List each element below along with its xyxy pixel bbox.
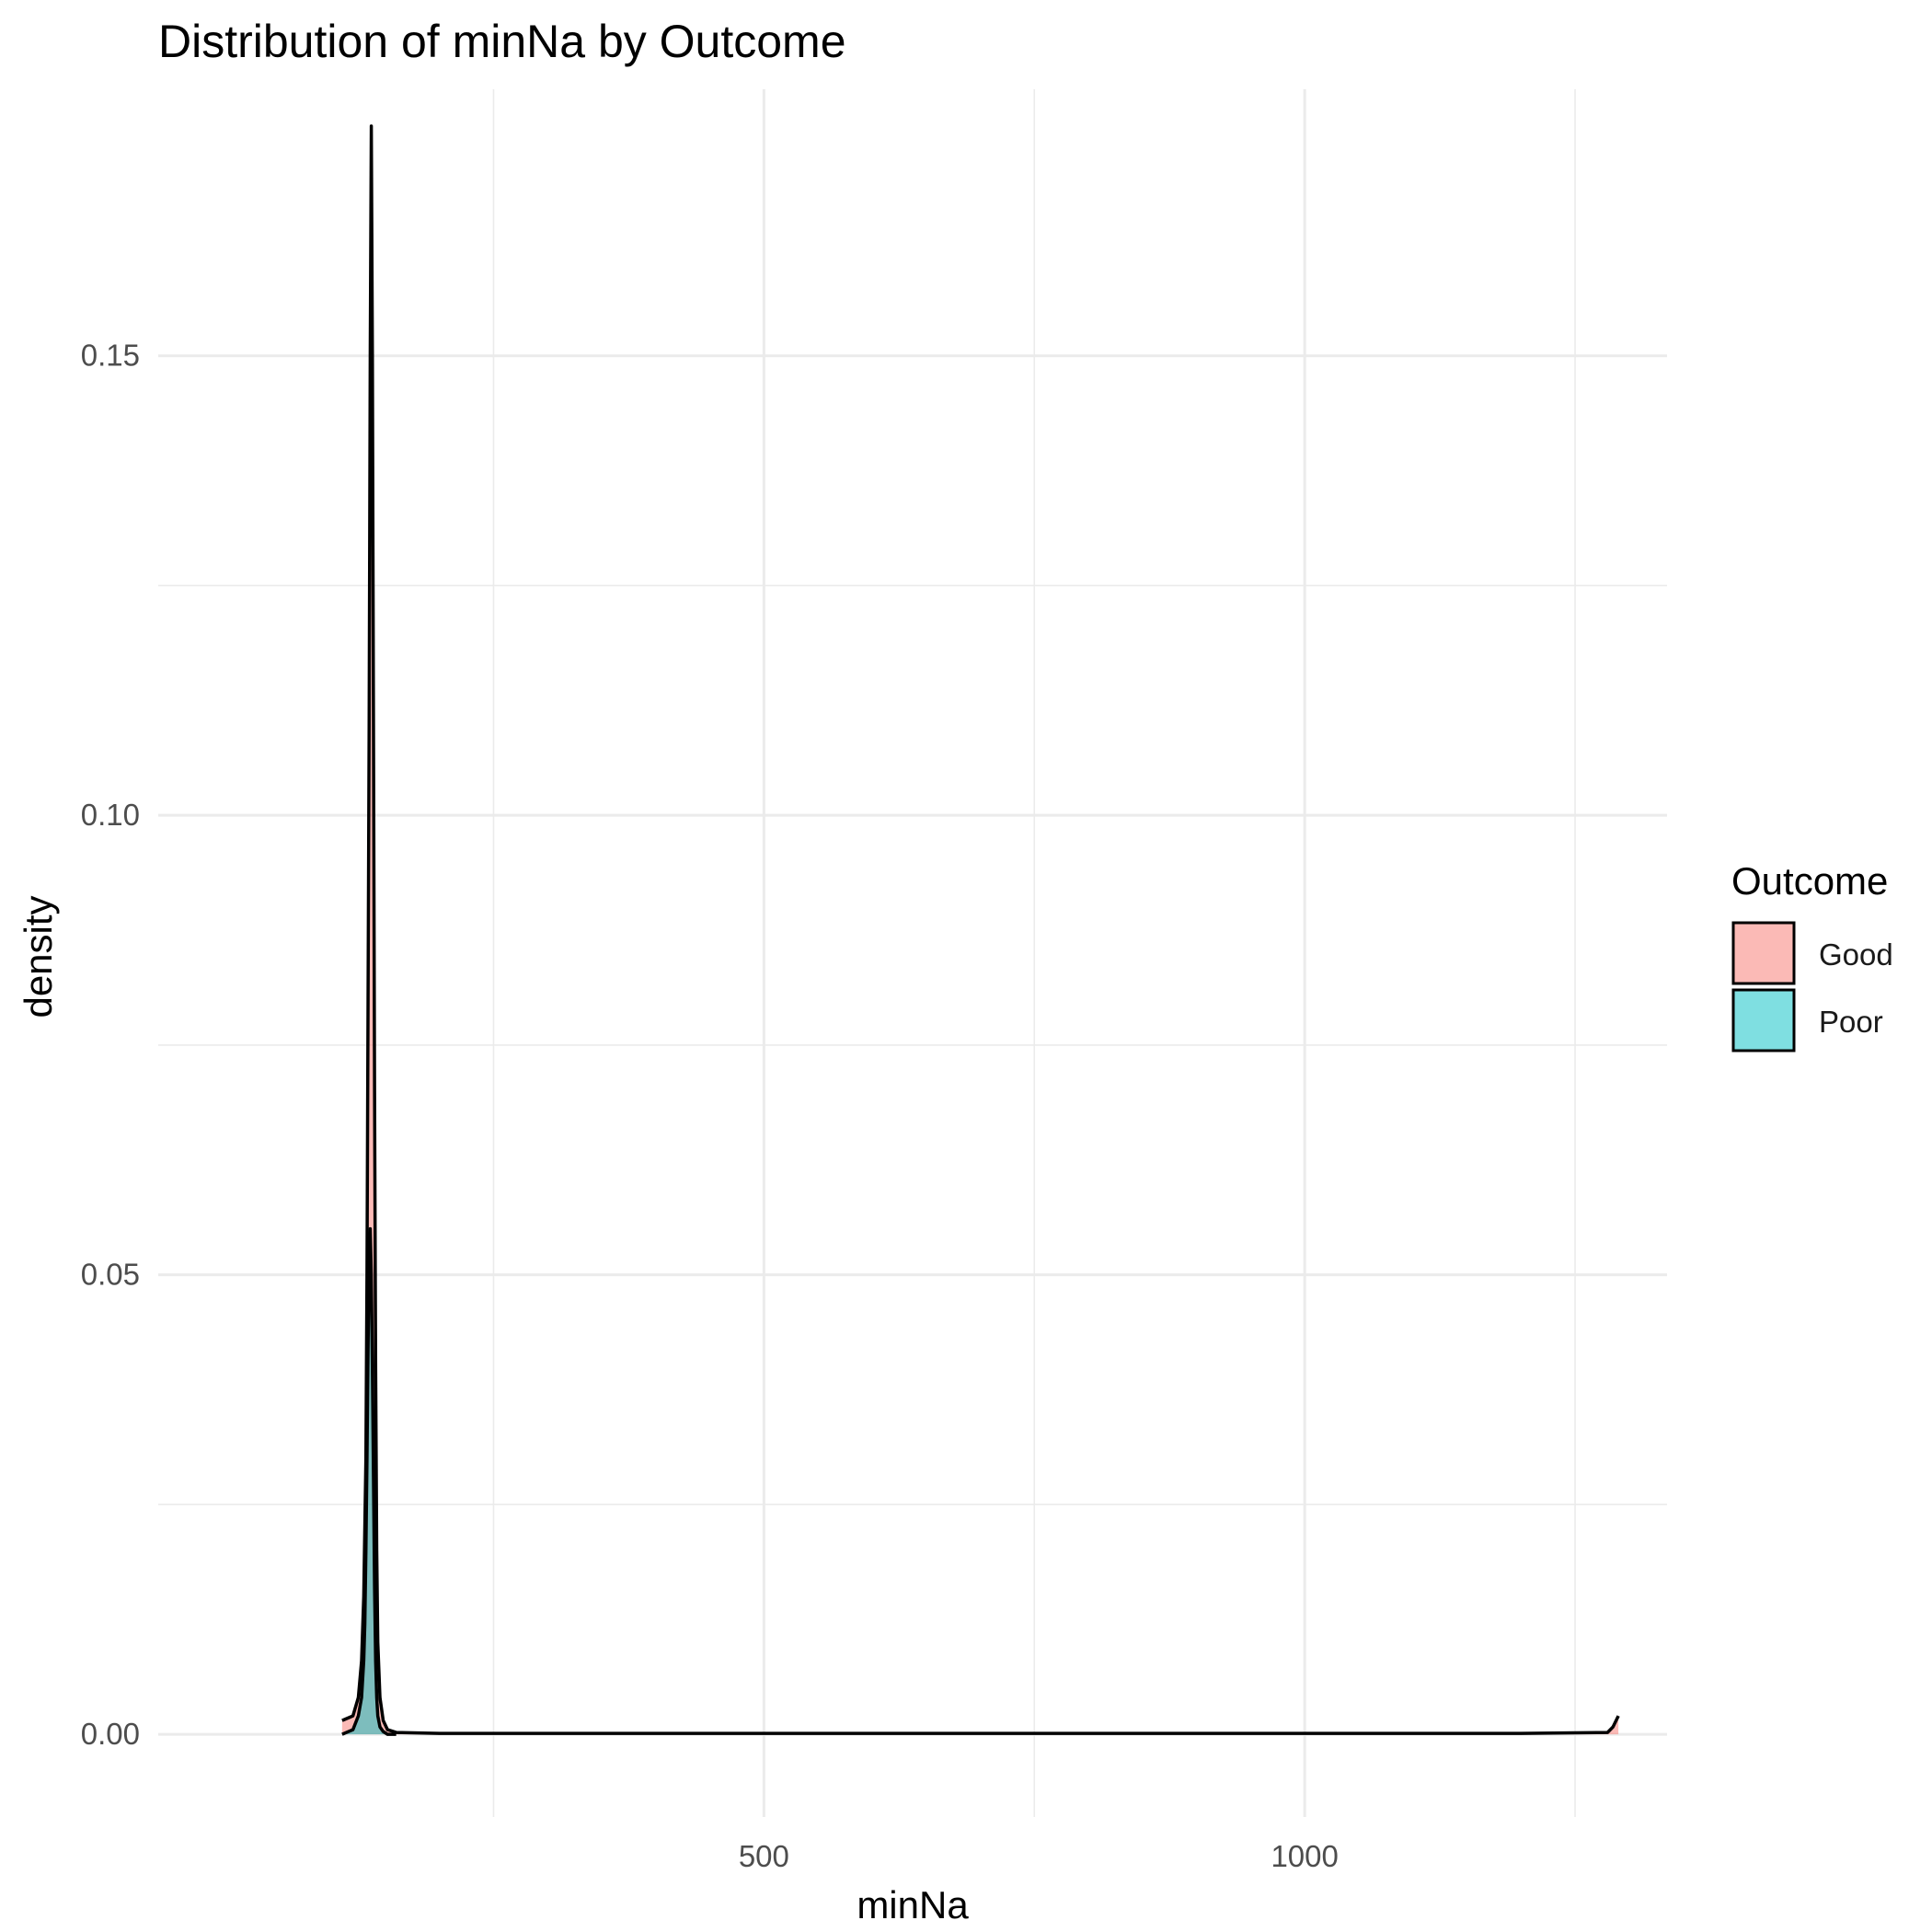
y-tick-label: 0.15: [81, 339, 140, 373]
y-tick-label: 0.05: [81, 1258, 140, 1292]
density-area-poor: [341, 1228, 397, 1735]
legend-title: Outcome: [1731, 859, 1888, 903]
x-axis-tick-labels: 500 1000: [739, 1839, 1339, 1873]
legend-label-good: Good: [1819, 937, 1893, 972]
density-area-good: [341, 125, 1619, 1735]
y-tick-label: 0.10: [81, 798, 140, 832]
legend-key-poor: [1731, 988, 1796, 1052]
legend-label-poor: Poor: [1819, 1005, 1883, 1039]
legend-key-good: [1731, 921, 1796, 985]
y-axis-tick-labels: 0.00 0.05 0.10 0.15: [81, 339, 140, 1751]
x-axis-title: minNa: [857, 1883, 969, 1926]
density-line-good: [341, 124, 1620, 1735]
x-tick-label: 500: [739, 1839, 789, 1873]
x-tick-label: 1000: [1271, 1839, 1338, 1873]
chart-title: Distribution of minNa by Outcome: [158, 16, 846, 67]
y-axis-title: density: [17, 895, 60, 1018]
density-series: [341, 124, 1620, 1736]
grid: [158, 89, 1667, 1817]
density-line-poor: [341, 1226, 397, 1736]
y-tick-label: 0.00: [81, 1717, 140, 1751]
legend: Outcome Good Poor: [1731, 859, 1893, 1052]
